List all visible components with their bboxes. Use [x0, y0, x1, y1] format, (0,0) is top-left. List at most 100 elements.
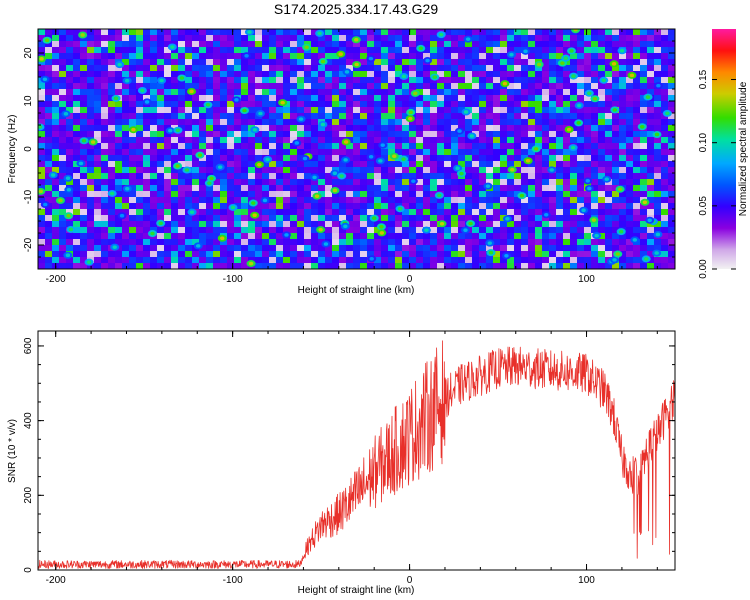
- heatmap-cell: [444, 203, 451, 209]
- heatmap-cell: [486, 215, 493, 221]
- heatmap-cell: [528, 125, 535, 131]
- heatmap-cell: [304, 53, 311, 59]
- heatmap-cell: [430, 65, 437, 71]
- heatmap-cell: [437, 215, 444, 221]
- heatmap-cell: [262, 137, 269, 143]
- heatmap-cell: [52, 179, 59, 185]
- heatmap-cell: [220, 113, 227, 119]
- heatmap-cell: [556, 221, 563, 227]
- heatmap-cell: [143, 221, 150, 227]
- heatmap-cell: [206, 209, 213, 215]
- heatmap-cell: [276, 233, 283, 239]
- snr-series-line: [38, 340, 675, 569]
- heatmap-cell: [66, 77, 73, 83]
- heatmap-cell: [654, 197, 661, 203]
- heatmap-cell: [164, 143, 171, 149]
- heatmap-cell: [234, 221, 241, 227]
- heatmap-cell: [577, 251, 584, 257]
- heatmap-cell: [423, 41, 430, 47]
- heatmap-cell: [402, 209, 409, 215]
- heatmap-cell: [661, 251, 668, 257]
- heatmap-cell: [87, 143, 94, 149]
- heatmap-cell: [570, 149, 577, 155]
- heatmap-cell: [290, 83, 297, 89]
- heatmap-cell: [171, 185, 178, 191]
- heatmap-cell: [591, 263, 598, 269]
- heatmap-peak-core: [587, 186, 592, 191]
- heatmap-cell: [346, 125, 353, 131]
- heatmap-cell: [535, 125, 542, 131]
- heatmap-cell: [290, 179, 297, 185]
- heatmap-cell: [619, 155, 626, 161]
- heatmap-cell: [178, 209, 185, 215]
- heatmap-cell: [136, 245, 143, 251]
- heatmap-cell: [668, 101, 675, 107]
- heatmap-cell: [493, 107, 500, 113]
- heatmap-cell: [192, 221, 199, 227]
- heatmap-cell: [164, 113, 171, 119]
- heatmap-cell: [283, 77, 290, 83]
- heatmap-cell: [164, 161, 171, 167]
- heatmap-cell: [227, 41, 234, 47]
- heatmap-cell: [381, 227, 388, 233]
- heatmap-cell: [45, 89, 52, 95]
- heatmap-cell: [276, 83, 283, 89]
- heatmap-cell: [59, 155, 66, 161]
- heatmap-cell: [668, 125, 675, 131]
- heatmap-cell: [661, 191, 668, 197]
- heatmap-cell: [38, 29, 45, 35]
- heatmap-cell: [234, 53, 241, 59]
- heatmap-cell: [542, 263, 549, 269]
- heatmap-cell: [206, 35, 213, 41]
- heatmap-cell: [360, 203, 367, 209]
- heatmap-cell: [108, 89, 115, 95]
- heatmap-cell: [416, 143, 423, 149]
- heatmap-peak-core: [140, 88, 145, 93]
- heatmap-cell: [325, 173, 332, 179]
- heatmap-cell: [416, 173, 423, 179]
- heatmap-cell: [612, 65, 619, 71]
- heatmap-cell: [150, 185, 157, 191]
- heatmap-cell: [234, 227, 241, 233]
- heatmap-cell: [59, 59, 66, 65]
- heatmap-cell: [416, 77, 423, 83]
- heatmap-cell: [311, 95, 318, 101]
- heatmap-cell: [430, 83, 437, 89]
- heatmap-cell: [339, 113, 346, 119]
- heatmap-cell: [535, 245, 542, 251]
- heatmap-cell: [360, 251, 367, 257]
- heatmap-cell: [514, 161, 521, 167]
- heatmap-cell: [87, 191, 94, 197]
- heatmap-cell: [493, 77, 500, 83]
- heatmap-cell: [437, 239, 444, 245]
- heatmap-cell: [556, 167, 563, 173]
- heatmap-cell: [619, 89, 626, 95]
- heatmap-cell: [241, 83, 248, 89]
- heatmap-cell: [605, 251, 612, 257]
- heatmap-cell: [360, 119, 367, 125]
- heatmap-cell: [248, 89, 255, 95]
- heatmap-cell: [227, 131, 234, 137]
- heatmap-cell: [535, 263, 542, 269]
- heatmap-cell: [297, 101, 304, 107]
- x-tick-label: 100: [578, 274, 595, 285]
- heatmap-cell: [381, 107, 388, 113]
- heatmap-cell: [150, 173, 157, 179]
- heatmap-cell: [465, 53, 472, 59]
- heatmap-cell: [360, 89, 367, 95]
- heatmap-cell: [577, 203, 584, 209]
- heatmap-cell: [185, 191, 192, 197]
- heatmap-cell: [409, 119, 416, 125]
- heatmap-cell: [185, 221, 192, 227]
- heatmap-cell: [514, 197, 521, 203]
- heatmap-cell: [346, 149, 353, 155]
- heatmap-cell: [45, 107, 52, 113]
- heatmap-cell: [640, 119, 647, 125]
- heatmap-cell: [192, 239, 199, 245]
- heatmap-cell: [304, 119, 311, 125]
- heatmap-cell: [192, 125, 199, 131]
- heatmap-peak-core: [510, 167, 515, 172]
- heatmap-cell: [122, 263, 129, 269]
- heatmap-cell: [115, 125, 122, 131]
- heatmap-cell: [87, 125, 94, 131]
